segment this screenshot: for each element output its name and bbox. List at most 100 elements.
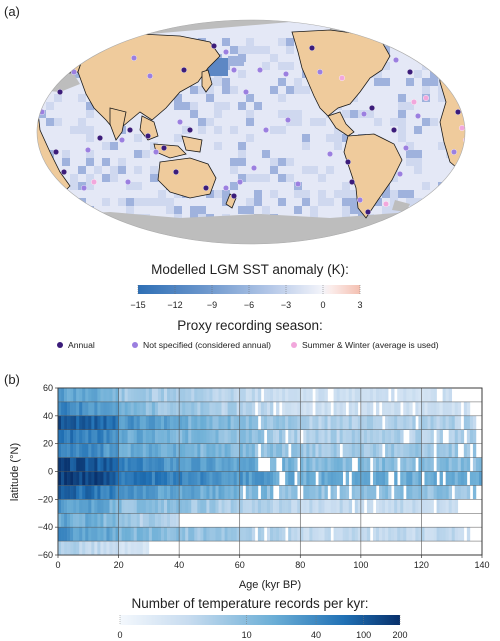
heatmap-cell (154, 485, 159, 500)
heatmap-cell (366, 527, 371, 542)
heatmap-cell (203, 485, 207, 500)
heatmap-cell (64, 541, 68, 555)
heatmap-cell (439, 485, 443, 500)
heatmap-cell (176, 485, 180, 500)
heatmap-cell (430, 401, 434, 416)
heatmap-cell (348, 429, 353, 444)
heatmap-cell (67, 457, 71, 472)
heatmap-cell (145, 471, 150, 486)
ocean-cell (134, 166, 142, 174)
ocean-cell (214, 142, 222, 150)
heatmap-cell (121, 527, 125, 542)
ocean-cell (70, 174, 78, 182)
heatmap-cell (421, 457, 425, 472)
heatmap-cell (106, 457, 110, 472)
proxy-site-dot (411, 98, 418, 105)
heatmap-cell (372, 429, 377, 444)
heatmap-cell (321, 388, 325, 402)
heatmap-cell (348, 499, 353, 514)
records-colorbar-tick-label: 40 (311, 630, 321, 640)
heatmap-cell (100, 471, 104, 486)
heatmap-cell (91, 513, 95, 528)
heatmap-cell (463, 471, 468, 486)
heatmap-cell (157, 513, 162, 528)
heatmap-cell (427, 388, 431, 402)
ocean-cell (270, 86, 278, 94)
heatmap-cell (415, 429, 419, 444)
heatmap-cell (366, 429, 371, 444)
heatmap-cell (345, 457, 350, 472)
heatmap-cell (203, 457, 207, 472)
heatmap-cell (288, 471, 292, 486)
ocean-cell (86, 134, 94, 142)
sst-colorbar: −15 −12 −9 −6 −3 0 3 (130, 285, 363, 310)
ocean-cell (278, 198, 286, 206)
heatmap-cell (339, 429, 343, 444)
heatmap-cell (291, 499, 295, 514)
heatmap-cell (418, 401, 422, 416)
heatmap-cell (106, 388, 110, 402)
ocean-cell (342, 134, 350, 142)
heatmap-cell (366, 499, 371, 514)
ocean-cell (262, 206, 270, 214)
heatmap-cell (58, 485, 62, 500)
heatmap-cell (218, 388, 222, 402)
heatmap-cell (73, 401, 77, 416)
heatmap-cell (372, 415, 377, 430)
heatmap-cell (357, 457, 362, 472)
heatmap-cell (154, 457, 159, 472)
heatmap-cell (315, 499, 319, 514)
heatmap-cell (330, 485, 334, 500)
ocean-cell (294, 78, 302, 86)
heatmap-cell (82, 499, 86, 514)
heatmap-cell (303, 499, 307, 514)
heatmap-cell (376, 388, 380, 402)
ocean-cell (310, 166, 318, 174)
heatmap-cell (257, 527, 262, 542)
ocean-cell (46, 198, 54, 206)
heatmap-cell (76, 457, 80, 472)
heatmap-cell (376, 429, 380, 444)
heatmap-cell (324, 388, 328, 402)
heatmap-cell (306, 388, 310, 402)
ocean-cell (470, 62, 472, 70)
ocean-cell (238, 46, 246, 54)
heatmap-cell (327, 429, 331, 444)
heatmap-cell (127, 485, 131, 500)
heatmap-cell (324, 485, 328, 500)
heatmap-cell (388, 499, 392, 514)
heatmap-cell (188, 429, 192, 444)
heatmap-cell (218, 471, 222, 486)
heatmap-cell (100, 541, 104, 555)
heatmap-cell (357, 443, 362, 458)
ocean-cell (374, 118, 382, 126)
heatmap-cell (79, 485, 83, 500)
heatmap-cell (136, 527, 141, 542)
ocean-cell (214, 190, 222, 198)
heatmap-cell (157, 401, 162, 416)
proxy-site-dot (242, 88, 249, 95)
heatmap-cell (424, 499, 428, 514)
heatmap-cell (303, 401, 307, 416)
x-tick-label: 0 (55, 560, 60, 570)
heatmap-cell (260, 527, 265, 542)
sst-colorbar-tick-label: −3 (281, 300, 291, 310)
heatmap-cell (236, 471, 241, 486)
heatmap-cell (67, 499, 71, 514)
ocean-cell (430, 118, 438, 126)
ocean-cell (286, 38, 294, 46)
heatmap-cell (130, 457, 135, 472)
heatmap-cell (121, 513, 125, 528)
heatmap-cell (91, 527, 95, 542)
heatmap-cell (412, 429, 416, 444)
heatmap-cell (251, 443, 256, 458)
heatmap-cell (164, 388, 168, 402)
heatmap-cell (327, 471, 331, 486)
heatmap-cell (85, 513, 89, 528)
heatmap-cell (448, 388, 453, 402)
heatmap-cell (70, 513, 74, 528)
heatmap-cell (212, 401, 216, 416)
heatmap-cell (224, 527, 228, 542)
ocean-cell (462, 70, 465, 78)
heatmap-cell (382, 527, 386, 542)
